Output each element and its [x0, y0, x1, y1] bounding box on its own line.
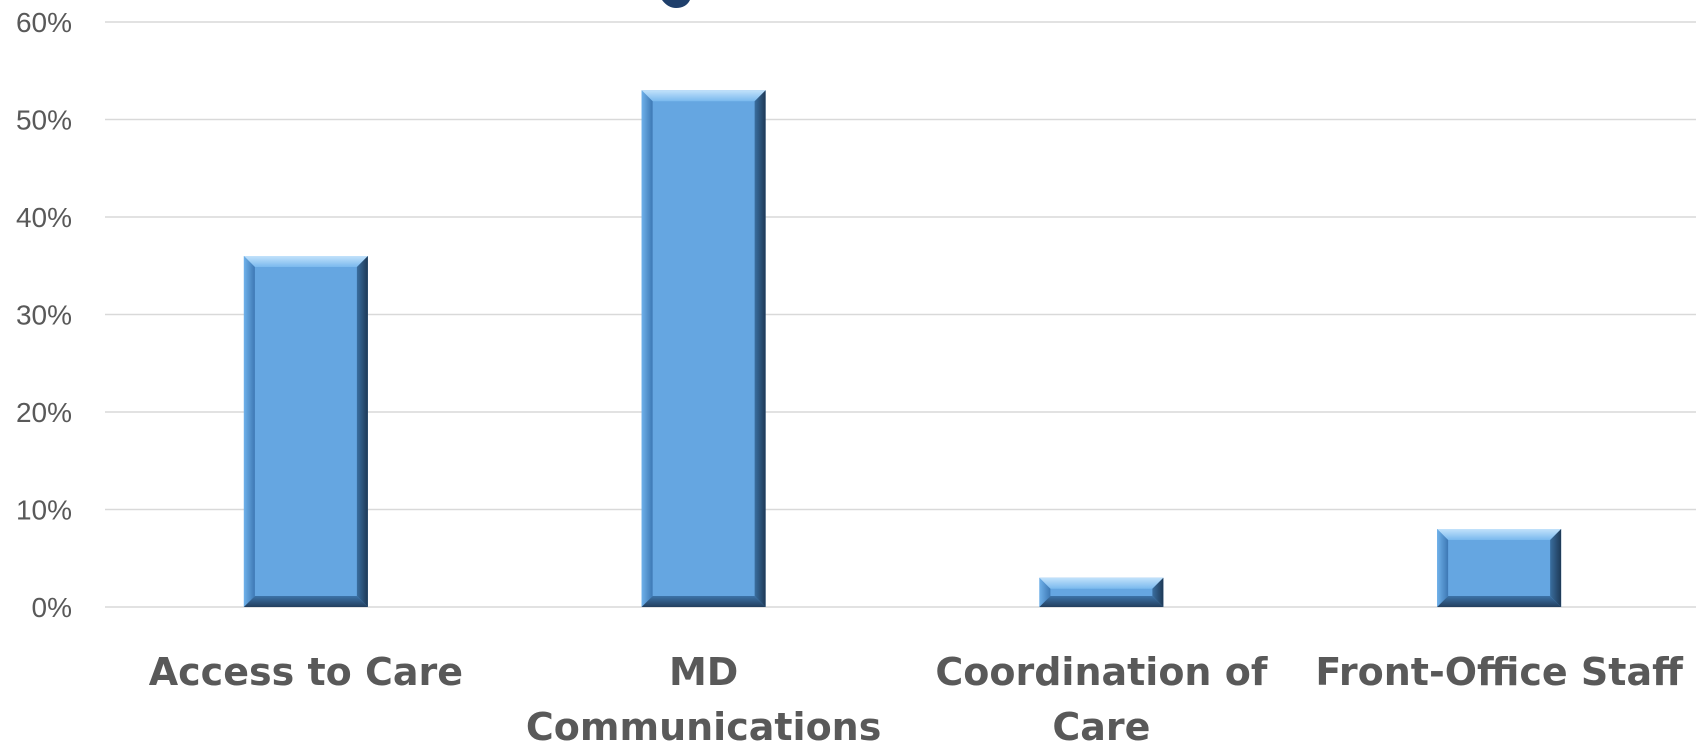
bar — [1437, 529, 1562, 607]
bar — [641, 90, 766, 607]
bar — [243, 256, 368, 607]
x-category-label: Coordination of Care — [935, 650, 1267, 747]
bar-bevel-bottom — [1039, 596, 1164, 607]
bar-bevel-right — [1152, 577, 1164, 607]
bar-bevel-left — [1437, 529, 1449, 607]
bar-bevel-left — [1039, 577, 1051, 607]
bar-bevel-bottom — [641, 596, 766, 607]
bar-bevel-bottom — [243, 596, 368, 607]
y-tick-label: 60% — [16, 7, 72, 38]
bar-bevel-right — [1550, 529, 1562, 607]
x-category-label: MD Communications — [526, 650, 881, 747]
y-tick-label: 0% — [32, 592, 72, 623]
bar-bevel-left — [243, 256, 255, 607]
y-axis-ticks: 0% 10% 20% 30% 40% 50% 60% — [16, 7, 72, 623]
bar-bevel-right — [754, 90, 766, 607]
bar-bevel-right — [356, 256, 368, 607]
x-category-label: Access to Care — [149, 650, 463, 694]
x-axis-labels: Access to Care MD Communications Coordinati… — [149, 650, 1684, 747]
bar-face — [641, 90, 766, 607]
bars — [243, 90, 1562, 607]
bar-bevel-top — [243, 256, 368, 267]
y-tick-label: 30% — [16, 300, 72, 331]
bar-bevel-top — [1039, 577, 1164, 589]
y-tick-label: 10% — [16, 495, 72, 526]
y-tick-label: 50% — [16, 105, 72, 136]
bar-bevel-top — [641, 90, 766, 102]
bar-face — [1437, 529, 1562, 607]
title-fragment — [662, 0, 690, 8]
gridlines — [105, 21, 1696, 608]
bar-bevel-bottom — [1437, 596, 1562, 607]
x-category-label: Front-Office Staff — [1315, 650, 1684, 694]
y-tick-label: 20% — [16, 397, 72, 428]
bar-face — [243, 256, 368, 607]
bar-bevel-left — [641, 90, 653, 607]
bar — [1039, 577, 1164, 607]
y-tick-label: 40% — [16, 202, 72, 233]
bar-bevel-top — [1437, 529, 1562, 540]
